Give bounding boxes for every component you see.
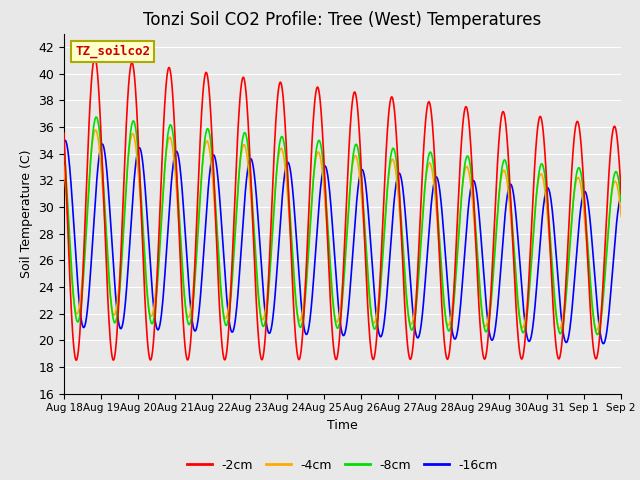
-16cm	[588, 241, 596, 247]
-8cm	[346, 190, 353, 195]
Title: Tonzi Soil CO2 Profile: Tree (West) Temperatures: Tonzi Soil CO2 Profile: Tree (West) Temp…	[143, 11, 541, 29]
-2cm	[589, 337, 596, 343]
-4cm	[335, 316, 342, 322]
-8cm	[335, 324, 342, 330]
-4cm	[501, 169, 509, 175]
-4cm	[346, 188, 353, 193]
-8cm	[92, 114, 100, 120]
-4cm	[630, 328, 638, 334]
Line: -4cm: -4cm	[64, 130, 640, 331]
-2cm	[502, 120, 509, 125]
X-axis label: Time: Time	[327, 419, 358, 432]
-2cm	[335, 341, 343, 347]
-8cm	[154, 285, 161, 290]
Line: -8cm: -8cm	[64, 117, 640, 336]
-16cm	[346, 290, 353, 296]
-16cm	[637, 342, 640, 348]
-2cm	[154, 264, 161, 269]
-2cm	[72, 357, 80, 363]
-2cm	[60, 130, 68, 136]
Legend: -2cm, -4cm, -8cm, -16cm: -2cm, -4cm, -8cm, -16cm	[182, 454, 503, 477]
Y-axis label: Soil Temperature (C): Soil Temperature (C)	[20, 149, 33, 278]
-4cm	[92, 127, 100, 133]
-8cm	[60, 144, 68, 149]
-4cm	[60, 163, 68, 168]
-16cm	[335, 304, 342, 310]
Text: TZ_soilco2: TZ_soilco2	[75, 44, 150, 58]
-8cm	[631, 333, 639, 338]
-2cm	[346, 126, 354, 132]
-4cm	[154, 272, 161, 277]
-4cm	[588, 306, 596, 312]
-16cm	[61, 137, 69, 143]
-16cm	[501, 211, 509, 217]
Line: -2cm: -2cm	[64, 58, 640, 360]
-2cm	[91, 55, 99, 60]
-16cm	[154, 326, 161, 332]
Line: -16cm: -16cm	[64, 140, 640, 345]
-8cm	[501, 157, 509, 163]
-8cm	[588, 301, 596, 307]
-16cm	[60, 139, 68, 145]
